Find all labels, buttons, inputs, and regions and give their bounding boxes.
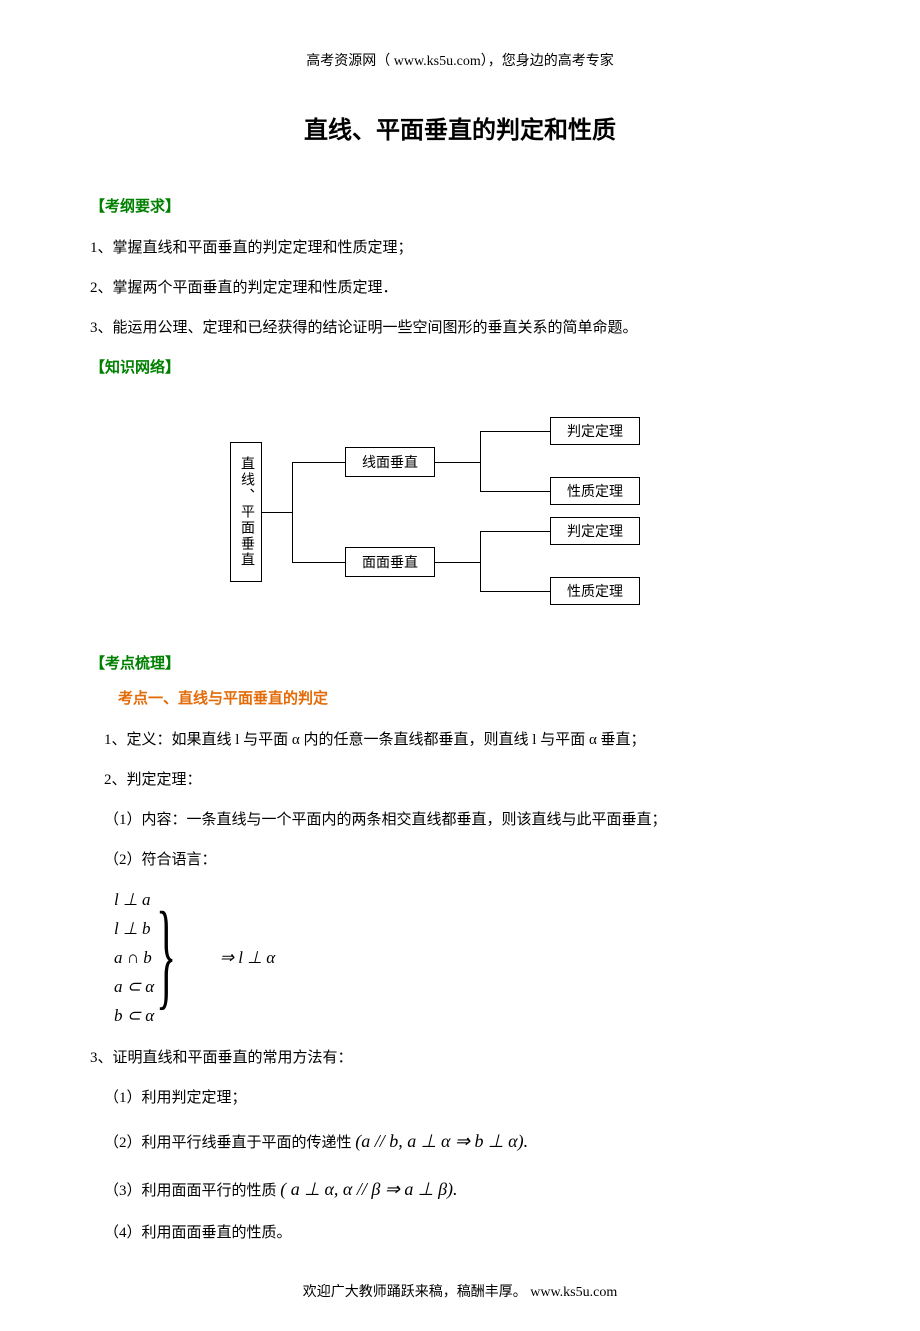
outline-item-2: 2、掌握两个平面垂直的判定定理和性质定理． [90, 270, 830, 306]
diagram-leaf-1: 判定定理 [550, 417, 640, 445]
point-3d: （4）利用面面垂直的性质。 [90, 1215, 830, 1251]
section-points-heading: 【考点梳理】 [90, 652, 830, 673]
math-conclusion: ⇒ l ⊥ α [220, 944, 275, 973]
document-title: 直线、平面垂直的判定和性质 [90, 110, 830, 145]
diagram-leaf-3: 判定定理 [550, 517, 640, 545]
diagram-leaf-2: 性质定理 [550, 477, 640, 505]
math-line-4: a ⊂ α [114, 973, 154, 1002]
right-brace-icon: } [156, 889, 176, 1019]
math-formula: l ⊥ a l ⊥ b a ∩ b a ⊂ α b ⊂ α } ⇒ l ⊥ α [114, 886, 830, 1030]
math-premises: l ⊥ a l ⊥ b a ∩ b a ⊂ α b ⊂ α [114, 886, 154, 1030]
section-network-heading: 【知识网络】 [90, 356, 830, 377]
section-outline-heading: 【考纲要求】 [90, 195, 830, 216]
diagram-connector [480, 431, 481, 492]
math-line-5: b ⊂ α [114, 1002, 154, 1031]
point-3a: （1）利用判定定理； [90, 1080, 830, 1116]
point-3c-text: （3）利用面面平行的性质 [104, 1183, 277, 1199]
diagram-connector [480, 591, 550, 592]
point-1: 1、定义：如果直线 l 与平面 α 内的任意一条直线都垂直，则直线 l 与平面 … [90, 722, 830, 758]
diagram-mid-2: 面面垂直 [345, 547, 435, 577]
point-3b: （2）利用平行线垂直于平面的传递性 (a // b, a ⊥ α ⇒ b ⊥ α… [90, 1120, 830, 1163]
diagram-leaf-4: 性质定理 [550, 577, 640, 605]
outline-item-1: 1、掌握直线和平面垂直的判定定理和性质定理； [90, 230, 830, 266]
point-2a: （1）内容：一条直线与一个平面内的两条相交直线都垂直，则该直线与此平面垂直； [90, 802, 830, 838]
diagram-connector [480, 431, 550, 432]
subsection-heading: 考点一、直线与平面垂直的判定 [90, 687, 830, 708]
diagram-connector [480, 531, 550, 532]
diagram-connector [435, 462, 480, 463]
point-3: 3、证明直线和平面垂直的常用方法有： [90, 1040, 830, 1076]
diagram-connector [480, 531, 481, 592]
diagram-connector [292, 462, 293, 562]
point-3c: （3）利用面面平行的性质 ( a ⊥ α, α // β ⇒ a ⊥ β). [90, 1168, 830, 1211]
point-2b: （2）符合语言： [90, 842, 830, 878]
point-3b-text: （2）利用平行线垂直于平面的传递性 [104, 1135, 352, 1151]
diagram-root: 直线、平面垂直 [230, 442, 262, 582]
page-footer: 欢迎广大教师踊跃来稿，稿酬丰厚。 www.ks5u.com [90, 1281, 830, 1301]
diagram-mid-1: 线面垂直 [345, 447, 435, 477]
diagram-connector [292, 462, 345, 463]
diagram-connector [435, 562, 480, 563]
document-page: 高考资源网（ www.ks5u.com），您身边的高考专家 直线、平面垂直的判定… [0, 0, 920, 1331]
point-3b-math: (a // b, a ⊥ α ⇒ b ⊥ α). [355, 1131, 528, 1151]
diagram-connector [480, 491, 550, 492]
diagram-connector [262, 512, 292, 513]
header-text: 高考资源网（ www.ks5u.com），您身边的高考专家 [306, 54, 613, 69]
page-header: 高考资源网（ www.ks5u.com），您身边的高考专家 [90, 50, 830, 70]
point-3c-math: ( a ⊥ α, α // β ⇒ a ⊥ β). [280, 1179, 457, 1199]
math-line-3: a ∩ b [114, 944, 154, 973]
footer-text: 欢迎广大教师踊跃来稿，稿酬丰厚。 www.ks5u.com [303, 1285, 617, 1300]
diagram-connector [292, 562, 345, 563]
outline-item-3: 3、能运用公理、定理和已经获得的结论证明一些空间图形的垂直关系的简单命题。 [90, 310, 830, 346]
point-2: 2、判定定理： [90, 762, 830, 798]
math-line-1: l ⊥ a [114, 886, 154, 915]
knowledge-diagram: 直线、平面垂直 线面垂直 面面垂直 判定定理 性质定理 判定定理 性质定理 [90, 402, 830, 622]
math-line-2: l ⊥ b [114, 915, 154, 944]
